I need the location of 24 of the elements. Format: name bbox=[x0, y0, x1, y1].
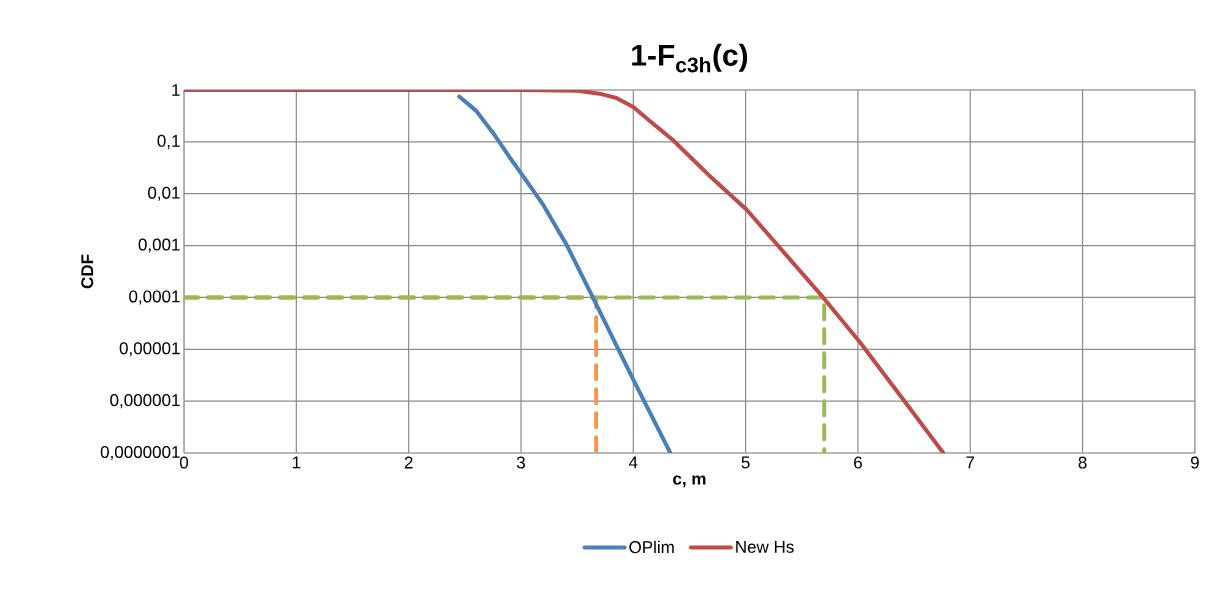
legend-label: New Hs bbox=[736, 540, 794, 553]
y-tick-label: 1 bbox=[172, 84, 180, 96]
x-tick-label: 2 bbox=[404, 456, 413, 469]
legend-label: OPlim bbox=[629, 540, 674, 554]
y-tick-label: 0,0000001 bbox=[100, 445, 180, 461]
x-tick-label: 5 bbox=[741, 456, 750, 469]
x-axis-title: c, m bbox=[673, 475, 706, 488]
x-tick-label: 8 bbox=[1078, 456, 1087, 469]
x-tick-label: 3 bbox=[516, 456, 525, 469]
x-tick-label: 1 bbox=[292, 456, 301, 469]
y-tick-label: 0,01 bbox=[148, 186, 180, 201]
chart-title: 1-F$_{c3h}$(c) bbox=[632, 43, 748, 73]
y-axis-title: CDF bbox=[81, 254, 94, 289]
x-tick-label: 9 bbox=[1190, 456, 1199, 469]
line-series bbox=[457, 94, 673, 453]
x-tick-label: 4 bbox=[628, 456, 638, 469]
y-tick-label: 0,1 bbox=[157, 134, 180, 149]
x-tick-label: 0 bbox=[179, 456, 189, 469]
y-tick-label: 0,00001 bbox=[119, 342, 180, 357]
x-tick-label: 7 bbox=[966, 456, 975, 469]
x-tick-label: 6 bbox=[854, 456, 862, 469]
y-tick-label: 0,0001 bbox=[129, 290, 180, 305]
y-tick-label: 0,000001 bbox=[110, 394, 180, 409]
y-tick-label: 0,001 bbox=[138, 238, 180, 253]
